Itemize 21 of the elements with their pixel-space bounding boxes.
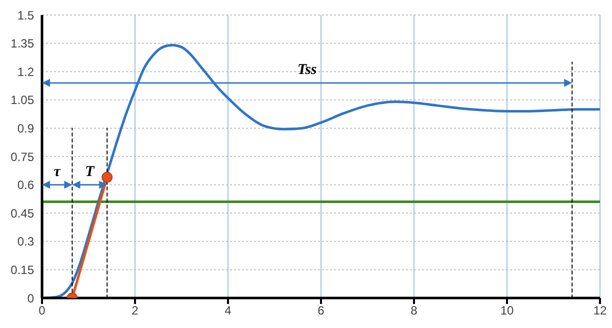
y-tick-label: 1.35: [10, 36, 34, 51]
x-tick-label: 6: [318, 304, 325, 318]
x-tick-label: 8: [410, 304, 418, 318]
y-tick-label: 0.9: [17, 121, 34, 136]
y-tick-label: 0: [27, 291, 34, 306]
annotation: Tss: [297, 62, 317, 78]
y-tick-label: 0.15: [10, 262, 34, 277]
y-tick-label: 0.6: [17, 178, 34, 192]
annotation: τ: [54, 164, 62, 180]
y-tick-label: 1.5: [17, 8, 34, 22]
x-tick-label: 12: [593, 304, 607, 318]
annotation: T: [85, 164, 96, 180]
x-tick-label: 0: [38, 304, 46, 318]
x-tick-label: 10: [500, 304, 514, 318]
x-tick-label: 2: [132, 304, 139, 318]
y-tick-label: 0.3: [17, 234, 34, 249]
y-tick-label: 0.75: [10, 150, 34, 164]
y-tick-label: 0.45: [10, 206, 34, 220]
x-tick-label: 4: [224, 304, 232, 318]
y-tick-label: 1.05: [10, 93, 34, 108]
y-tick-label: 1.2: [17, 64, 34, 79]
